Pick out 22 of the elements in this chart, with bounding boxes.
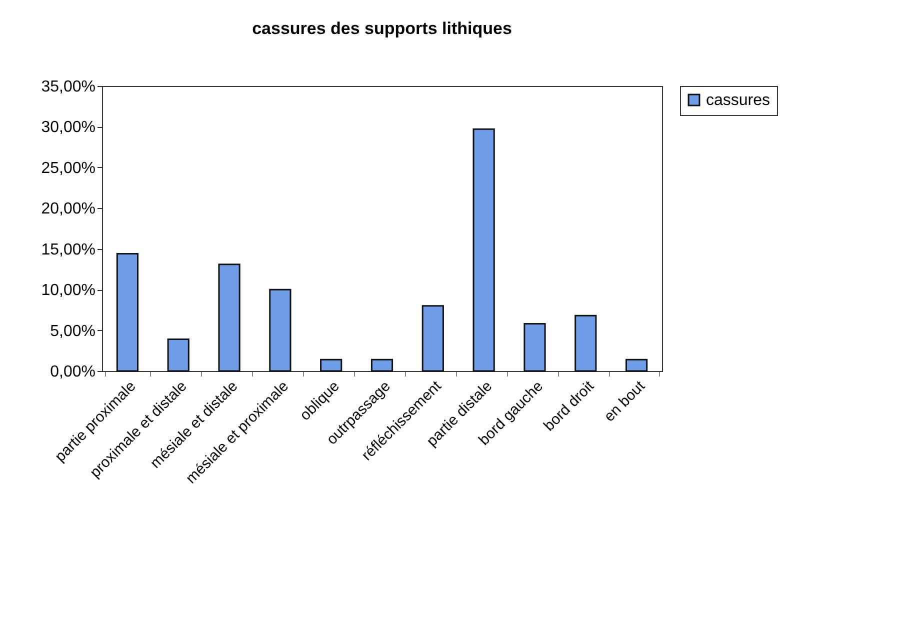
bar [625,358,648,372]
bar [472,128,495,372]
y-tick-label: 30,00% [41,119,96,136]
bar [574,314,597,372]
bar [320,358,342,372]
bar [167,338,190,372]
x-tick-label: en bout [600,377,649,426]
y-tick-label: 0,00% [50,364,96,380]
y-tick-label: 10,00% [41,282,96,300]
bar [116,252,139,372]
y-tick-label: 20,00% [41,200,96,218]
legend-label: cassures [706,92,770,109]
chart-title: cassures des supports lithiques [252,19,512,38]
y-tick-label: 5,00% [50,322,96,340]
bar [370,358,394,372]
y-tick-label: 35,00% [41,78,96,96]
bar [218,264,240,372]
bar [269,288,292,372]
bar [524,323,546,372]
y-tick-label: 25,00% [41,160,96,177]
y-tick-label: 15,00% [41,241,96,258]
bar [422,305,444,372]
